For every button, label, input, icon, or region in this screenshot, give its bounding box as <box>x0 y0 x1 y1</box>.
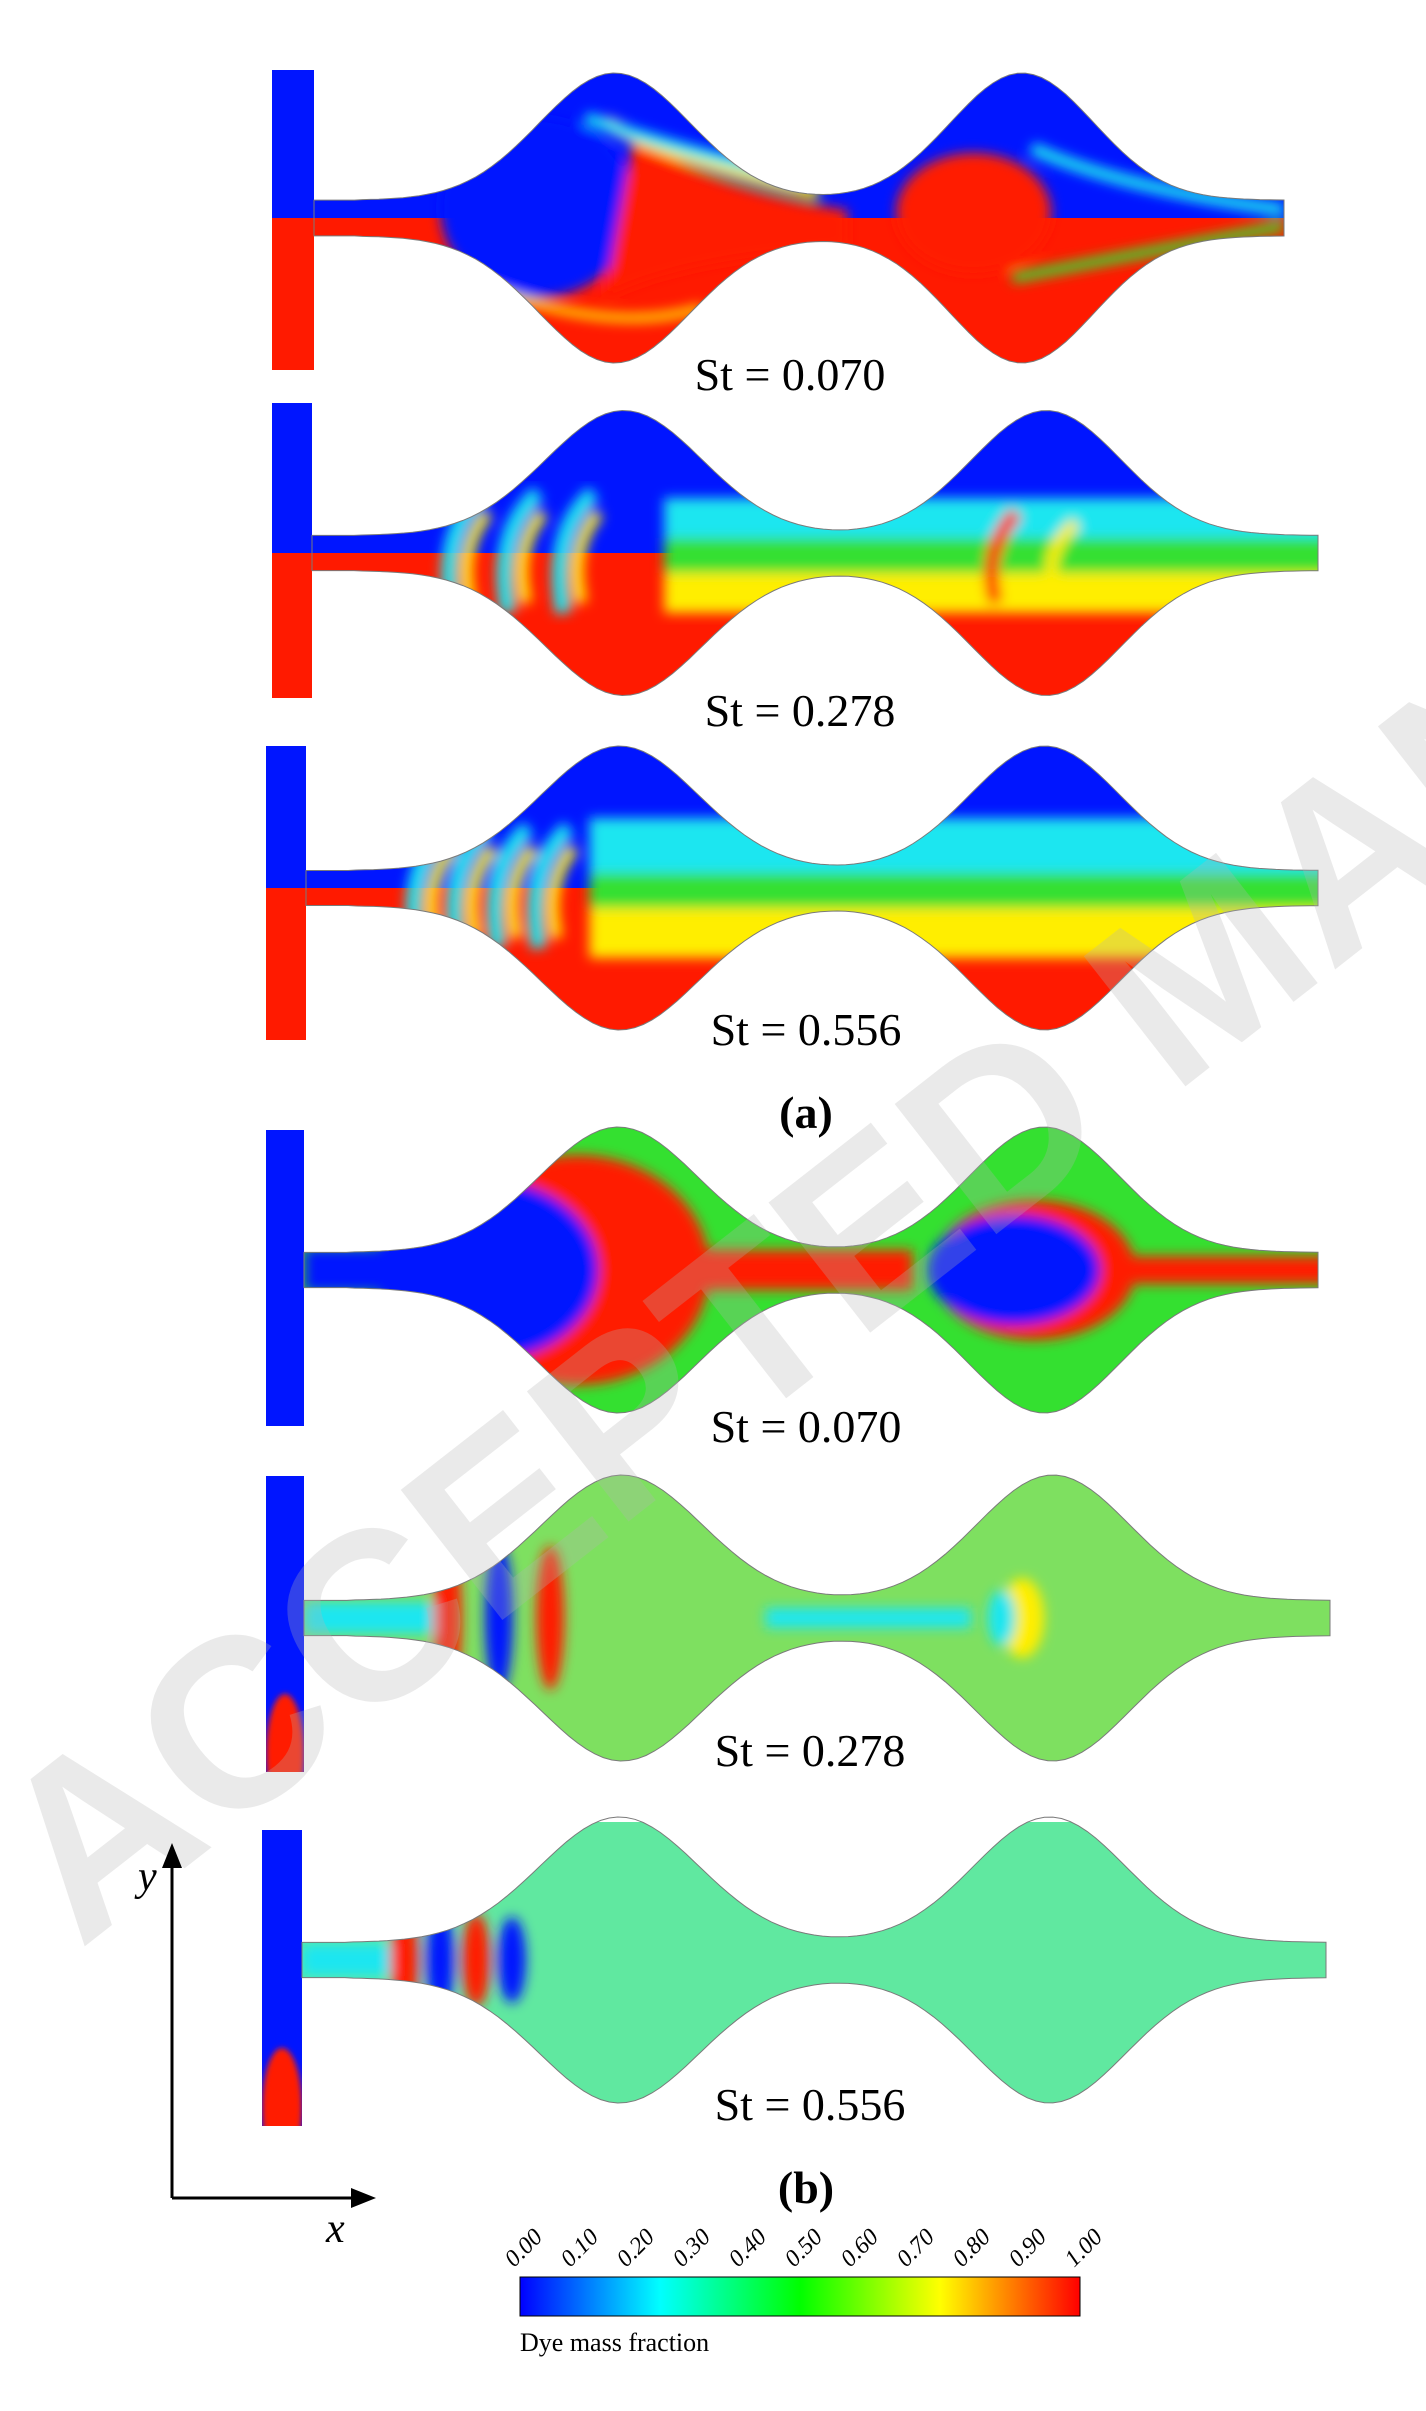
colorbar-tick-label: 0.00 <box>500 2224 548 2272</box>
channel-outline <box>313 72 1285 364</box>
axis-indicator: y x <box>134 1843 376 2252</box>
channel-outline <box>305 745 1319 1031</box>
colorbar-tick-label: 0.50 <box>780 2224 828 2272</box>
channel-outline <box>301 1816 1327 2104</box>
channel-outline <box>311 409 1319 697</box>
channel-outline <box>303 1474 1331 1762</box>
colorbar-tick-label: 0.30 <box>668 2224 716 2272</box>
contour-panel-b: St = 0.556 <box>262 1816 1327 2130</box>
strouhal-label: St = 0.070 <box>695 349 886 400</box>
colorbar-bar <box>519 2276 1081 2317</box>
colorbar-tick-label: 0.10 <box>556 2224 604 2272</box>
part-label-b: (b) <box>778 2162 834 2213</box>
colorbar-tick-label: 1.00 <box>1060 2224 1108 2272</box>
strouhal-label: St = 0.556 <box>715 2079 906 2130</box>
part-label-a: (a) <box>779 1087 833 1138</box>
colorbar-tick-label: 0.90 <box>1004 2224 1052 2272</box>
strouhal-label: St = 0.070 <box>711 1401 902 1452</box>
channel-outline <box>303 1126 1319 1414</box>
colorbar-tick-label: 0.40 <box>724 2224 772 2272</box>
colorbar-tick-label: 0.20 <box>612 2224 660 2272</box>
x-axis-arrowhead <box>351 2188 376 2208</box>
colorbar-tick-label: 0.60 <box>836 2224 884 2272</box>
contour-panel-a: St = 0.278 <box>272 403 1319 736</box>
y-axis-label: y <box>134 1854 157 1900</box>
contour-panel-a: St = 0.070 <box>272 70 1285 400</box>
y-axis-arrowhead <box>162 1843 182 1868</box>
x-axis-label: x <box>325 2206 345 2252</box>
concentration-field <box>272 403 1318 698</box>
colorbar: 0.00 0.10 0.20 0.30 0.40 0.50 0.60 0.70 0.80 0.90… <box>500 2224 1108 2357</box>
colorbar-tick-label: 0.70 <box>892 2224 940 2272</box>
strouhal-label: St = 0.278 <box>705 685 896 736</box>
strouhal-label: St = 0.556 <box>711 1004 902 1055</box>
colorbar-ticks: 0.00 0.10 0.20 0.30 0.40 0.50 0.60 0.70 0.80 0.90… <box>500 2224 1108 2272</box>
colorbar-tick-label: 0.80 <box>948 2224 996 2272</box>
concentration-field <box>272 70 1284 370</box>
strouhal-label: St = 0.278 <box>715 1725 906 1776</box>
colorbar-title: Dye mass fraction <box>520 2328 709 2357</box>
